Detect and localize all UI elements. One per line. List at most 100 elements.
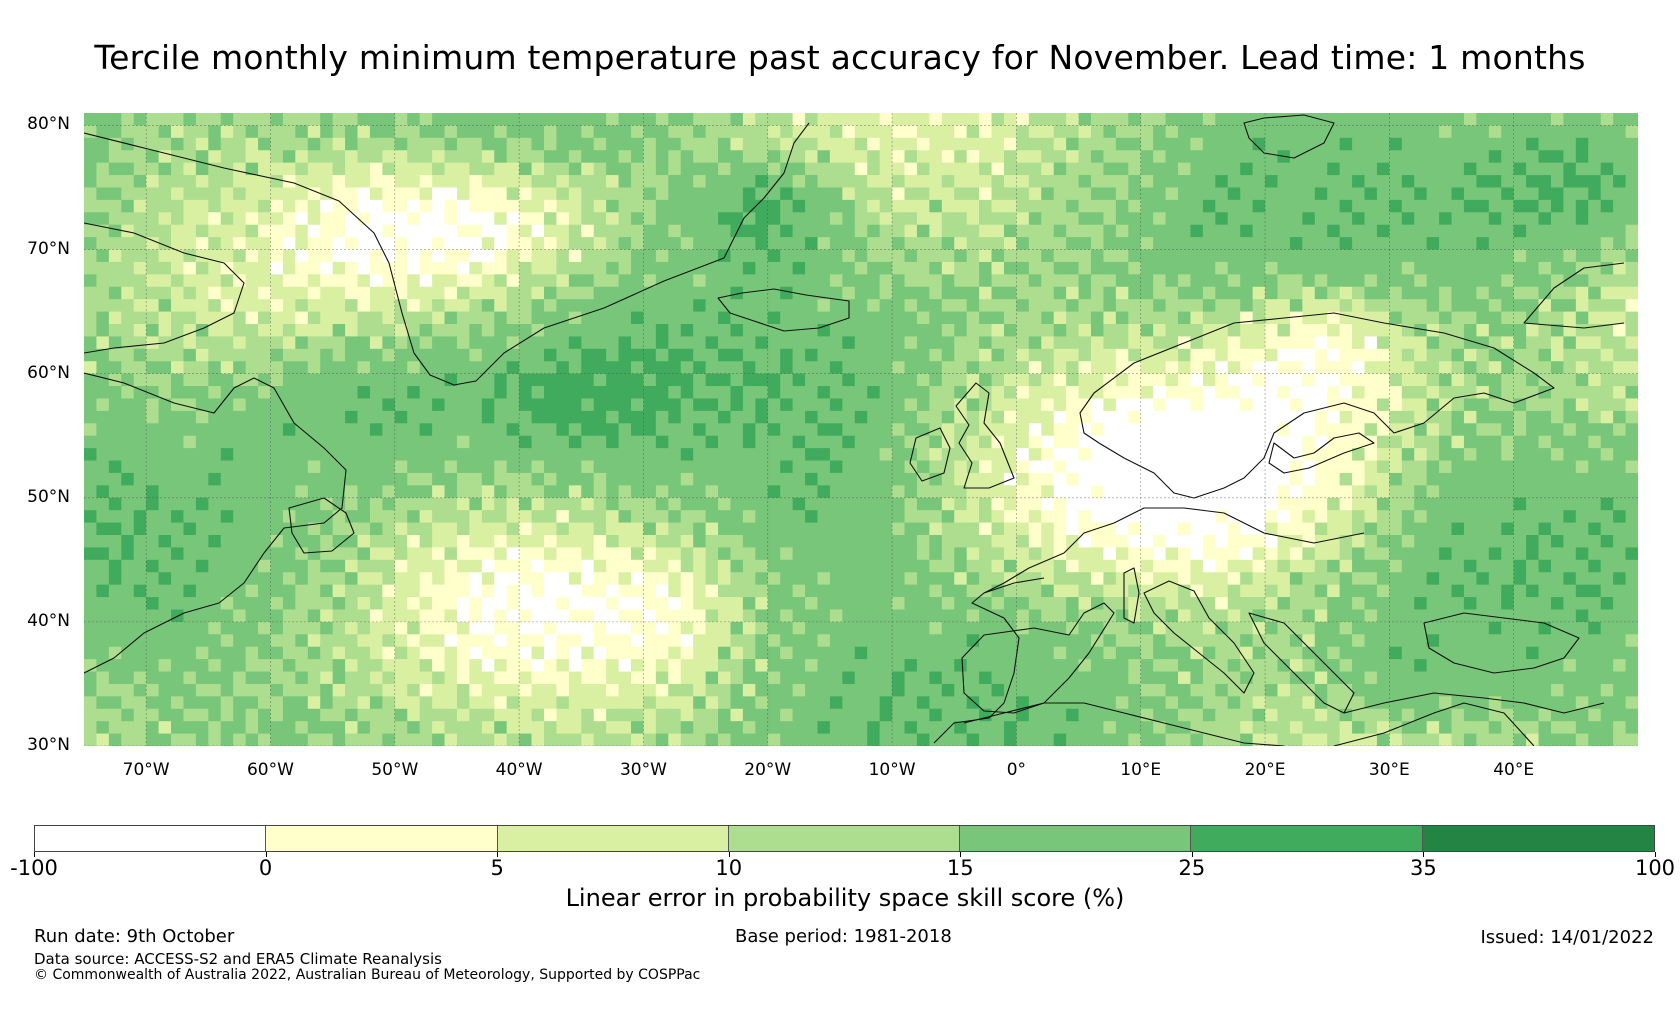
skill-cell bbox=[1352, 460, 1366, 474]
skill-cell bbox=[1003, 224, 1017, 238]
skill-cell bbox=[1352, 299, 1366, 313]
skill-cell bbox=[1041, 460, 1055, 474]
skill-cell bbox=[879, 237, 893, 251]
skill-cell bbox=[1376, 299, 1390, 313]
skill-cell bbox=[1153, 572, 1167, 586]
skill-cell bbox=[270, 547, 284, 561]
skill-cell bbox=[531, 460, 545, 474]
skill-cell bbox=[1339, 572, 1353, 586]
skill-cell bbox=[1563, 460, 1577, 474]
skill-cell bbox=[1625, 187, 1638, 201]
skill-cell bbox=[1588, 572, 1602, 586]
skill-cell bbox=[693, 125, 707, 139]
skill-cell bbox=[606, 125, 620, 139]
skill-cell bbox=[954, 497, 968, 511]
skill-cell bbox=[1613, 162, 1627, 176]
skill-cell bbox=[146, 299, 160, 313]
skill-cell bbox=[1625, 584, 1638, 598]
skill-cell bbox=[133, 125, 147, 139]
skill-cell bbox=[1327, 137, 1341, 151]
skill-cell bbox=[382, 274, 396, 288]
skill-cell bbox=[643, 597, 657, 611]
skill-cell bbox=[1513, 212, 1527, 226]
skill-cell bbox=[1202, 113, 1216, 127]
skill-cell bbox=[556, 224, 570, 238]
skill-cell bbox=[282, 261, 296, 275]
skill-cell bbox=[556, 175, 570, 189]
skill-cell bbox=[991, 249, 1005, 263]
skill-cell bbox=[780, 398, 794, 412]
skill-cell bbox=[680, 237, 694, 251]
skill-cell bbox=[295, 125, 309, 139]
skill-cell bbox=[357, 137, 371, 151]
skill-cell bbox=[407, 497, 421, 511]
skill-cell bbox=[668, 137, 682, 151]
skill-cell bbox=[631, 212, 645, 226]
skill-cell bbox=[1352, 559, 1366, 573]
skill-cell bbox=[357, 187, 371, 201]
skill-cell bbox=[419, 584, 433, 598]
skill-cell bbox=[1352, 336, 1366, 350]
skill-cell bbox=[556, 125, 570, 139]
skill-cell bbox=[668, 224, 682, 238]
skill-cell bbox=[146, 113, 160, 127]
skill-cell bbox=[1538, 311, 1552, 325]
skill-cell bbox=[1078, 423, 1092, 437]
skill-cell bbox=[1550, 175, 1565, 189]
skill-cell bbox=[991, 137, 1005, 151]
skill-cell bbox=[1053, 249, 1067, 263]
skill-cell bbox=[1240, 535, 1254, 549]
skill-score-map[interactable] bbox=[84, 113, 1638, 746]
skill-cell bbox=[133, 386, 147, 400]
skill-cell bbox=[1190, 348, 1204, 362]
skill-cell bbox=[1028, 150, 1042, 164]
skill-cell bbox=[1041, 113, 1055, 127]
skill-cell bbox=[792, 535, 806, 549]
skill-cell bbox=[581, 187, 595, 201]
skill-cell bbox=[680, 373, 694, 387]
skill-cell bbox=[407, 448, 421, 462]
skill-cell bbox=[904, 324, 918, 338]
skill-cell bbox=[158, 261, 172, 275]
skill-cell bbox=[1277, 224, 1291, 238]
skill-cell bbox=[531, 150, 545, 164]
skill-cell bbox=[1227, 348, 1241, 362]
skill-cell bbox=[568, 125, 582, 139]
skill-cell bbox=[1563, 361, 1577, 375]
skill-cell bbox=[1376, 510, 1390, 524]
skill-cell bbox=[1165, 199, 1179, 213]
skill-cell bbox=[1600, 386, 1614, 400]
skill-cell bbox=[1003, 336, 1017, 350]
skill-cell bbox=[1140, 535, 1154, 549]
skill-cell bbox=[618, 162, 632, 176]
skill-cell bbox=[220, 547, 234, 561]
skill-cell bbox=[369, 547, 383, 561]
skill-cell bbox=[1028, 224, 1042, 238]
skill-cell bbox=[780, 485, 794, 499]
skill-cell bbox=[1053, 175, 1067, 189]
skill-cell bbox=[382, 286, 396, 300]
skill-cell bbox=[1240, 336, 1254, 350]
skill-cell bbox=[879, 212, 893, 226]
skill-cell bbox=[693, 547, 707, 561]
skill-cell bbox=[1053, 410, 1067, 424]
skill-cell bbox=[1439, 522, 1453, 536]
skill-cell bbox=[680, 175, 694, 189]
skill-cell bbox=[867, 224, 881, 238]
skill-cell bbox=[233, 435, 247, 449]
skill-cell bbox=[655, 187, 669, 201]
skill-cell bbox=[1190, 175, 1204, 189]
skill-cell bbox=[506, 547, 520, 561]
skill-cell bbox=[581, 435, 595, 449]
skill-cell bbox=[1178, 162, 1192, 176]
skill-cell bbox=[742, 373, 756, 387]
skill-cell bbox=[792, 212, 806, 226]
skill-cell bbox=[730, 113, 744, 127]
skill-cell bbox=[1016, 584, 1030, 598]
skill-cell bbox=[108, 212, 122, 226]
skill-cell bbox=[1451, 224, 1465, 238]
skill-cell bbox=[1227, 125, 1241, 139]
skill-cell bbox=[1240, 398, 1254, 412]
skill-cell bbox=[693, 261, 707, 275]
skill-cell bbox=[1389, 423, 1403, 437]
